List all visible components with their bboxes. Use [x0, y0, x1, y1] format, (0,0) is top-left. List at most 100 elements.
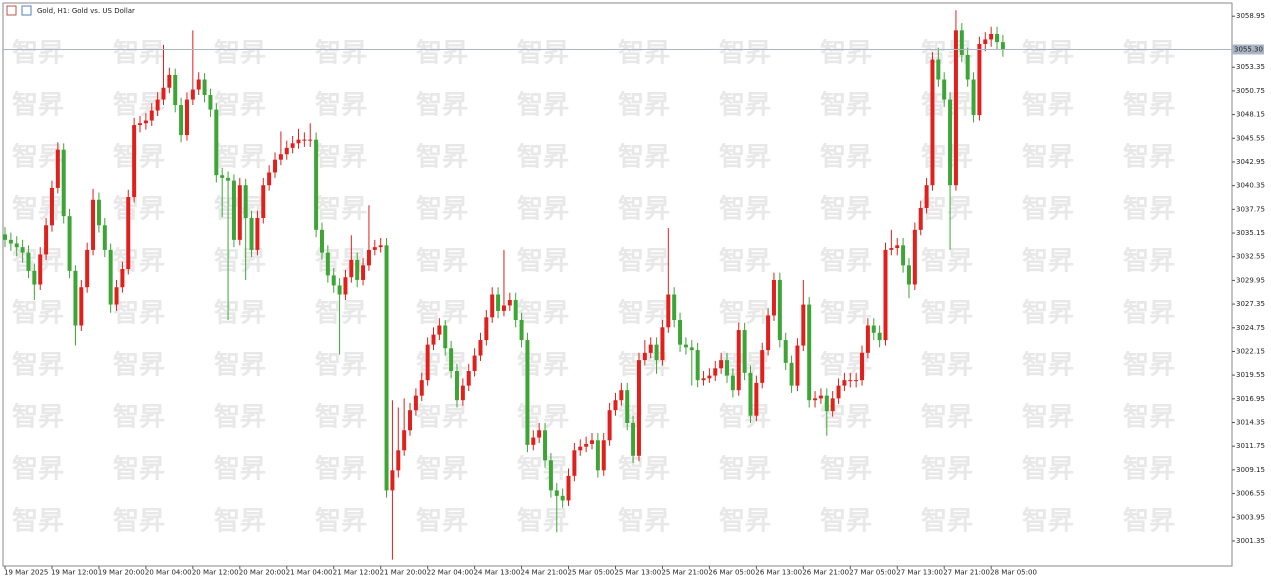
- candle-body: [102, 225, 107, 250]
- y-tick-label: 3042.95: [1236, 158, 1265, 166]
- y-tick-label: 3019.55: [1236, 371, 1265, 379]
- watermark: 智昇: [12, 299, 64, 329]
- x-tick-label: 25 Mar 13:00: [614, 569, 661, 577]
- watermark: 智昇: [517, 403, 569, 433]
- candle-body: [695, 350, 700, 381]
- candle-body: [689, 347, 694, 351]
- chart-icon[interactable]: [6, 5, 17, 16]
- y-tick-label: 3027.35: [1236, 300, 1265, 308]
- candle-body: [337, 285, 342, 295]
- watermark: 智昇: [820, 143, 872, 173]
- watermark: 智昇: [719, 507, 771, 537]
- candle-body: [220, 175, 225, 178]
- watermark: 智昇: [416, 143, 468, 173]
- watermark: 智昇: [315, 299, 367, 329]
- candle-body: [513, 299, 518, 321]
- candle-body: [519, 320, 524, 341]
- candle-body: [842, 380, 847, 386]
- y-tick-label: 3009.15: [1236, 466, 1265, 474]
- watermark: 智昇: [1123, 351, 1175, 381]
- y-tick-label: 3048.15: [1236, 111, 1265, 119]
- watermark: 智昇: [1123, 507, 1175, 537]
- candle-body: [237, 185, 242, 240]
- candle-body: [361, 265, 366, 280]
- candle-body: [654, 344, 659, 361]
- candle-body: [120, 269, 125, 288]
- candle-body: [707, 375, 712, 379]
- y-tick-label: 3050.75: [1236, 87, 1265, 95]
- candle-body: [302, 139, 307, 141]
- watermark: 智昇: [1022, 247, 1074, 277]
- watermark: 智昇: [416, 91, 468, 121]
- price-label: 3055.30: [1234, 45, 1263, 53]
- x-tick-label: 20 Mar 04:00: [145, 569, 192, 577]
- y-tick-label: 3016.95: [1236, 395, 1265, 403]
- x-tick-label: 27 Mar 21:00: [943, 569, 990, 577]
- candle-body: [883, 249, 888, 341]
- candle-body: [91, 199, 96, 250]
- candle-body: [143, 120, 148, 124]
- y-tick-label: 3037.75: [1236, 205, 1265, 213]
- candle-body: [278, 154, 283, 160]
- candle-body: [783, 340, 788, 363]
- price-label-box: [1232, 44, 1264, 55]
- candle-body: [742, 330, 747, 373]
- watermark: 智昇: [618, 455, 670, 485]
- candle-body: [249, 217, 254, 250]
- watermark: 智昇: [719, 455, 771, 485]
- watermark: 智昇: [517, 299, 569, 329]
- y-tick-label: 3045.55: [1236, 134, 1265, 142]
- candle-body: [255, 217, 260, 250]
- watermark: 智昇: [113, 351, 165, 381]
- candle-body: [619, 390, 624, 401]
- candle-body: [190, 89, 195, 100]
- candle-body: [560, 495, 565, 501]
- candle-body: [132, 125, 137, 198]
- candle-body: [813, 398, 818, 401]
- watermark: 智昇: [315, 403, 367, 433]
- candle-body: [848, 380, 853, 382]
- candle-body: [501, 305, 506, 311]
- watermark: 智昇: [416, 299, 468, 329]
- candle-body: [807, 304, 812, 401]
- candle-body: [114, 287, 119, 305]
- candle-body: [355, 259, 360, 280]
- watermark: 智昇: [315, 91, 367, 121]
- candle-body: [184, 99, 189, 136]
- candle-body: [8, 239, 13, 244]
- candle-body: [85, 249, 90, 288]
- x-tick-label: 26 Mar 21:00: [802, 569, 849, 577]
- candle-body: [824, 395, 829, 412]
- candle-body: [149, 110, 154, 121]
- candle-body: [601, 440, 606, 471]
- candle-body: [771, 279, 776, 316]
- candle-body: [14, 243, 19, 248]
- watermark: 智昇: [1022, 299, 1074, 329]
- watermark: 智昇: [921, 195, 973, 225]
- candle-body: [308, 139, 313, 141]
- watermark: 智昇: [719, 195, 771, 225]
- watermark: 智昇: [1022, 195, 1074, 225]
- candle-body: [378, 245, 383, 248]
- candle-body: [96, 199, 101, 226]
- symbol-icon[interactable]: [21, 5, 32, 16]
- watermark: 智昇: [618, 195, 670, 225]
- y-tick-label: 3022.15: [1236, 347, 1265, 355]
- y-tick-label: 3029.95: [1236, 276, 1265, 284]
- watermark: 智昇: [1022, 39, 1074, 69]
- candle-body: [554, 490, 559, 496]
- candle-body: [889, 248, 894, 250]
- candle-body: [349, 259, 354, 278]
- y-tick-label: 3032.55: [1236, 253, 1265, 261]
- watermark: 智昇: [921, 39, 973, 69]
- candle-body: [267, 172, 272, 186]
- candle-body: [865, 325, 870, 353]
- watermark: 智昇: [214, 455, 266, 485]
- watermark: 智昇: [618, 247, 670, 277]
- watermark: 智昇: [416, 507, 468, 537]
- candle-body: [636, 360, 641, 456]
- watermark: 智昇: [820, 455, 872, 485]
- watermark: 智昇: [1123, 39, 1175, 69]
- candle-body: [167, 74, 172, 88]
